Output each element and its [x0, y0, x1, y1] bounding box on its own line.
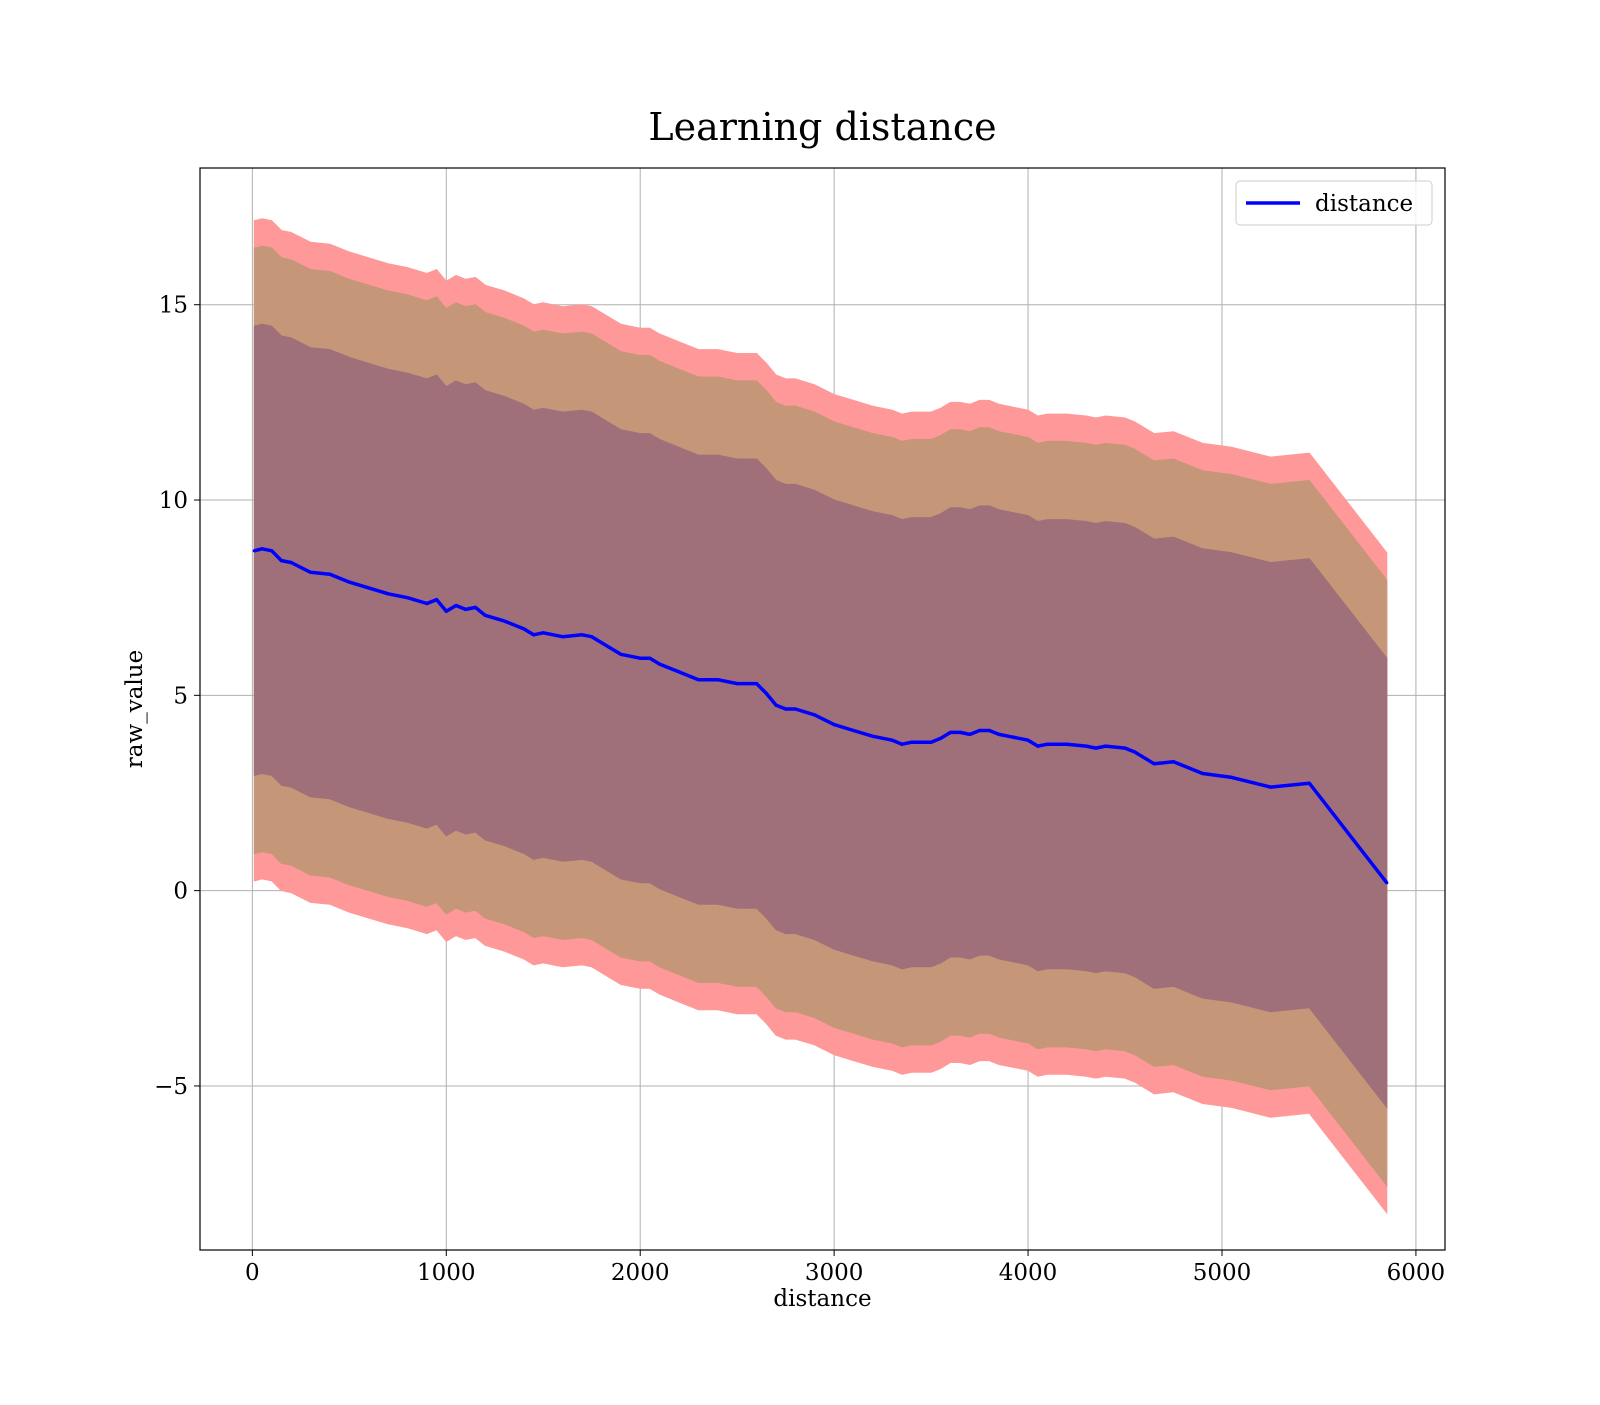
y-tick-label: 5 [173, 683, 188, 709]
data-point [541, 631, 545, 635]
data-point [745, 682, 749, 686]
x-tick-label: 6000 [1387, 1260, 1446, 1286]
data-point [832, 723, 836, 727]
data-point [464, 607, 468, 612]
legend: distance [1235, 180, 1433, 226]
y-tick-label: 10 [159, 488, 188, 514]
data-point [696, 678, 701, 682]
data-point [435, 598, 439, 602]
data-point [367, 586, 371, 590]
y-tick-label: 0 [173, 879, 188, 905]
data-point [1084, 744, 1088, 748]
x-axis-label: distance [773, 1286, 871, 1312]
data-point [425, 601, 429, 606]
data-point [270, 549, 274, 553]
data-point [1065, 742, 1069, 746]
data-point [658, 662, 662, 666]
x-tick-label: 0 [245, 1260, 260, 1286]
data-point [405, 596, 410, 600]
data-point [1171, 760, 1176, 764]
data-point [1152, 762, 1156, 766]
data-point [968, 732, 972, 737]
data-point [997, 732, 1001, 737]
data-point [813, 713, 817, 717]
data-point [279, 559, 283, 563]
data-point [929, 740, 933, 744]
data-point [1201, 771, 1205, 776]
series-line-distance [253, 547, 1389, 884]
data-point [1230, 775, 1234, 780]
data-point [987, 728, 991, 733]
plot-frame [199, 167, 1446, 1251]
data-point [764, 691, 768, 696]
data-point [910, 740, 914, 744]
data-point [1385, 881, 1389, 885]
data-point [793, 707, 798, 711]
data-point [347, 580, 351, 584]
data-point [502, 619, 507, 623]
data-point [638, 656, 642, 660]
data-point [473, 605, 477, 610]
data-point [522, 627, 526, 631]
data-point [532, 633, 536, 637]
data-point [1007, 734, 1011, 738]
data-point [939, 736, 943, 740]
data-point [580, 633, 584, 637]
y-tick-label: 15 [159, 293, 188, 319]
y-tick-label: −5 [154, 1074, 188, 1100]
data-point [1094, 746, 1098, 750]
data-point [1123, 746, 1127, 750]
data-point [774, 703, 778, 707]
data-point [677, 670, 681, 674]
data-point [1133, 750, 1137, 754]
x-tick-label: 5000 [1193, 1260, 1252, 1286]
data-point [1268, 785, 1273, 789]
data-point [958, 730, 962, 735]
data-point [784, 707, 788, 711]
data-point [648, 656, 652, 660]
confidence-bands [253, 218, 1388, 1215]
data-point [1045, 742, 1050, 746]
series-lines [252, 547, 1389, 885]
data-point [289, 560, 293, 565]
data-point [619, 652, 623, 656]
data-point [260, 547, 264, 551]
data-point [599, 641, 604, 645]
data-point [328, 572, 332, 576]
data-point [716, 678, 720, 682]
x-tick-label: 1000 [417, 1260, 476, 1286]
data-point [948, 730, 953, 735]
data-point [890, 738, 894, 742]
legend-entry-distance: distance [1315, 191, 1413, 217]
data-point [308, 570, 313, 574]
data-point [1307, 781, 1311, 785]
chart-title: Learning distance [648, 105, 996, 149]
x-tick-label: 4000 [999, 1260, 1058, 1286]
data-point [590, 635, 594, 639]
data-point [735, 682, 739, 686]
data-point [851, 728, 856, 733]
data-point [978, 728, 982, 733]
legend-box [1235, 180, 1433, 226]
data-point [454, 603, 458, 608]
data-point [1026, 738, 1030, 742]
data-point [561, 635, 565, 639]
data-point [444, 609, 448, 613]
data-point [755, 682, 759, 686]
data-point [252, 549, 256, 553]
axis-ticks: 0 1000 2000 3000 4000 5000 6000 −5 0 5 10 15 [154, 293, 1445, 1286]
data-point [1036, 744, 1040, 748]
y-axis-label: raw_value [122, 650, 148, 768]
x-tick-label: 3000 [805, 1260, 864, 1286]
data-point [871, 734, 875, 738]
band-inner [253, 323, 1388, 1109]
data-point [483, 613, 487, 617]
x-tick-label: 2000 [611, 1260, 670, 1286]
data-point [1104, 744, 1108, 748]
data-point [900, 742, 904, 746]
data-point [386, 592, 390, 596]
